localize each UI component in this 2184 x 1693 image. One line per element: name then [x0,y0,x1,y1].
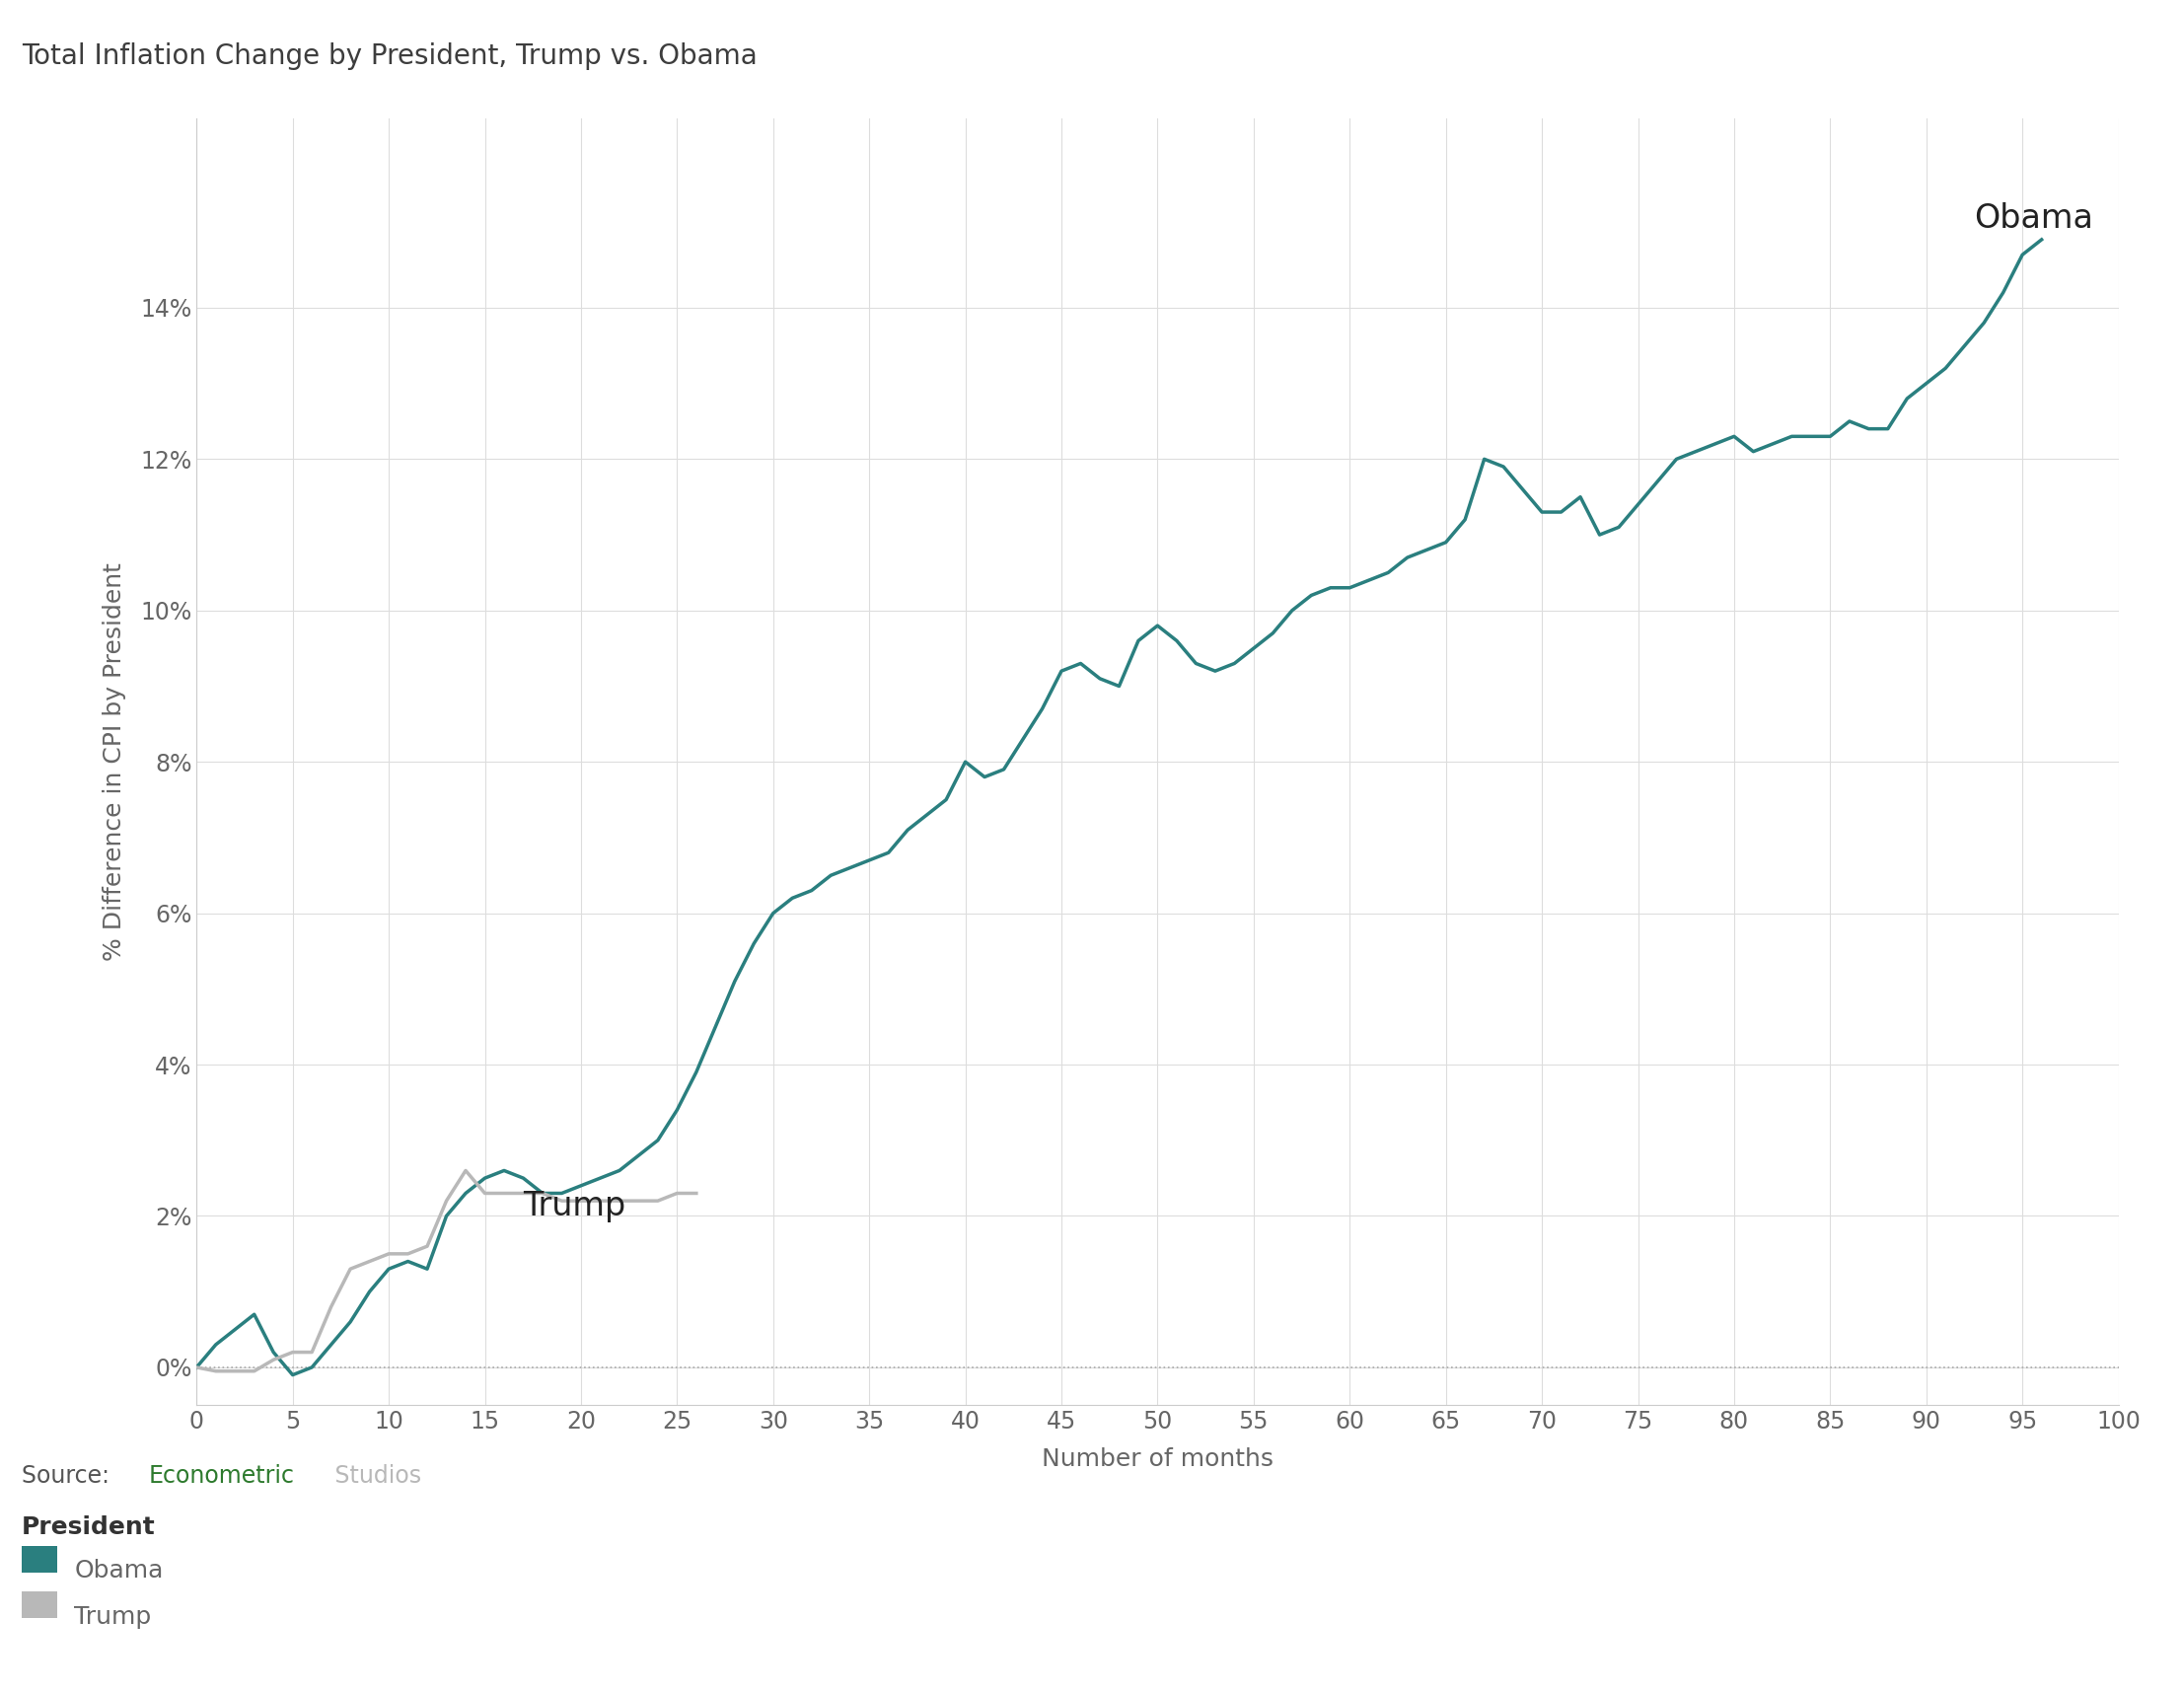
Text: Source:: Source: [22,1464,118,1488]
Text: President: President [22,1515,155,1539]
Text: Obama: Obama [1974,203,2094,235]
Text: Trump: Trump [74,1605,151,1629]
Text: Trump: Trump [524,1190,627,1222]
Text: Obama: Obama [74,1559,164,1583]
Y-axis label: % Difference in CPI by President: % Difference in CPI by President [103,562,127,962]
X-axis label: Number of months: Number of months [1042,1448,1273,1471]
Text: Studios: Studios [328,1464,422,1488]
Text: Econometric: Econometric [149,1464,295,1488]
Text: Total Inflation Change by President, Trump vs. Obama: Total Inflation Change by President, Tru… [22,42,758,69]
